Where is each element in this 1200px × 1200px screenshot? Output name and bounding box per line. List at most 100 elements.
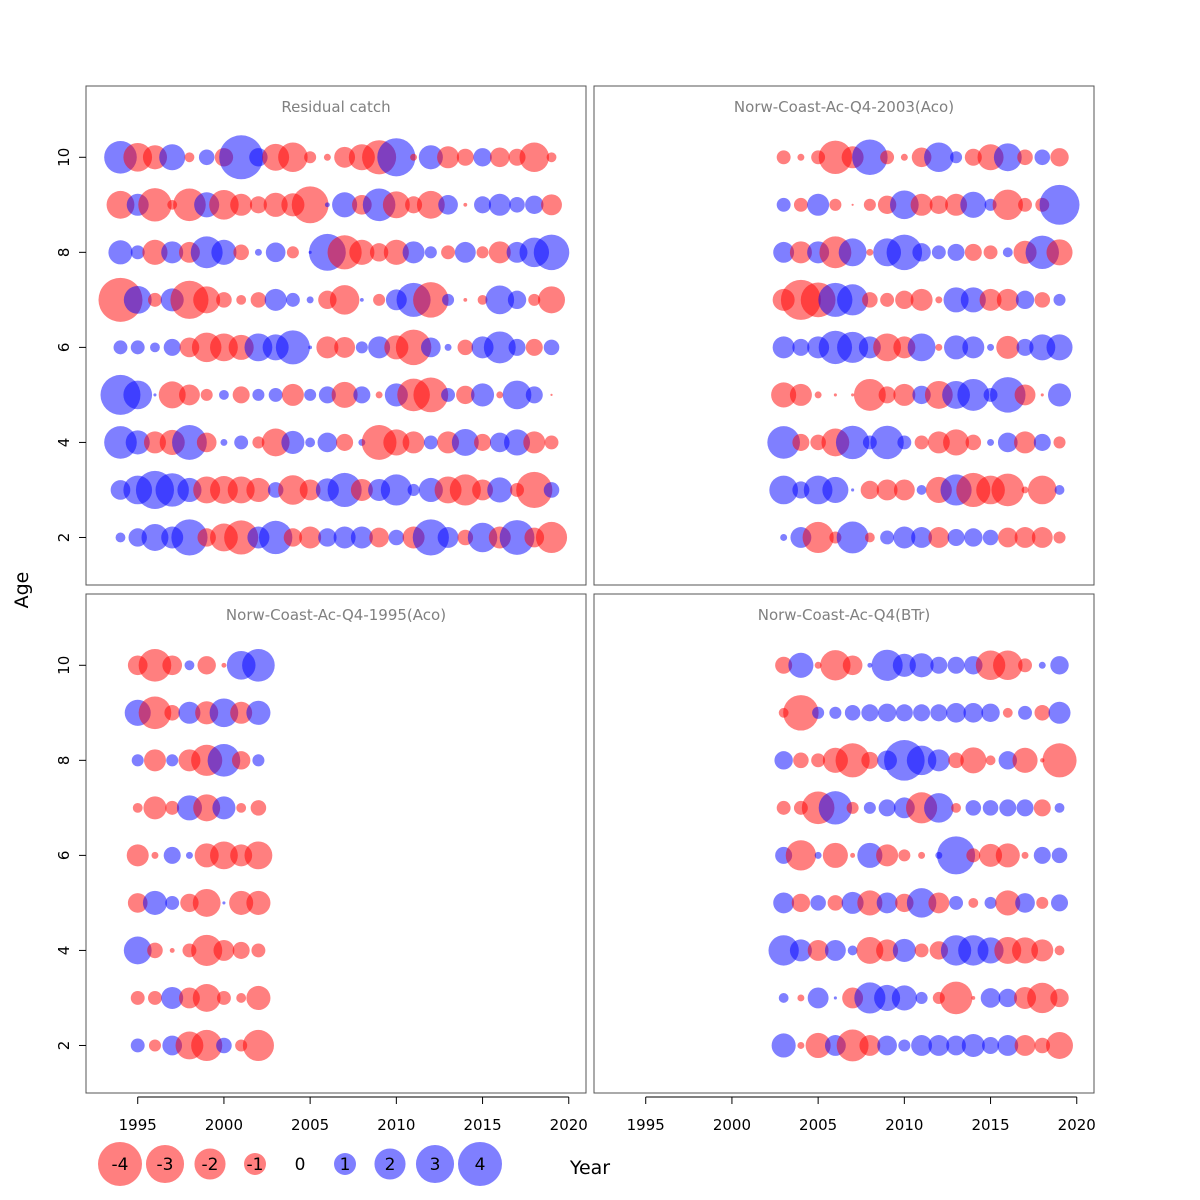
residual-bubble [323, 153, 331, 161]
residual-bubble [316, 336, 339, 359]
residual-bubble [463, 297, 468, 302]
residual-bubble [780, 533, 788, 541]
legend-bubble [458, 1142, 502, 1186]
residual-bubble [488, 193, 511, 216]
residual-bubble [1002, 707, 1013, 718]
residual-bubble [957, 378, 990, 411]
residual-bubble [246, 985, 271, 1011]
residual-bubble [499, 520, 535, 555]
residual-bubble [930, 656, 948, 674]
legend-label: -2 [202, 1155, 219, 1175]
residual-bubble [965, 800, 982, 816]
residual-bubble [546, 152, 557, 163]
panel-2: Norw-Coast-Ac-Q4-2003(Aco) [593, 85, 1095, 586]
residual-bubble [812, 706, 825, 719]
residual-bubble [829, 198, 842, 211]
residual-bubble [268, 387, 283, 402]
residual-bubble [318, 528, 337, 547]
residual-bubble [791, 893, 811, 913]
residual-bubble [143, 796, 167, 820]
residual-bubble [995, 843, 1020, 868]
y-tick-label: 10 [55, 656, 73, 675]
residual-bubble [252, 436, 265, 449]
residual-bubble [943, 287, 969, 313]
residual-bubble [456, 148, 474, 166]
residual-bubble [355, 341, 368, 354]
residual-bubble [308, 345, 313, 350]
residual-bubble [842, 655, 863, 676]
residual-bubble [947, 243, 965, 261]
residual-bubble [876, 892, 898, 914]
residual-bubble [1033, 799, 1051, 817]
residual-bubble [1031, 527, 1053, 548]
residual-bubble [165, 895, 180, 910]
residual-bubble [1014, 384, 1036, 406]
residual-bubble [382, 191, 410, 219]
residual-bubble [1018, 197, 1032, 212]
residual-bubble [814, 661, 822, 669]
residual-bubble [191, 934, 223, 966]
residual-bubble [915, 991, 928, 1004]
residual-bubble [252, 754, 265, 767]
residual-bubble [232, 386, 250, 404]
residual-bubble [232, 941, 250, 959]
residual-bubble [333, 526, 356, 549]
residual-bubble [148, 292, 162, 307]
residual-bubble [835, 743, 870, 778]
residual-bubble [115, 532, 126, 543]
residual-bubble [327, 472, 362, 507]
residual-bubble [150, 342, 160, 353]
residual-bubble [928, 892, 950, 914]
residual-bubble [236, 993, 247, 1003]
y-axis: 2 4 6 8 10 [55, 656, 86, 1050]
residual-bubble [866, 248, 874, 256]
residual-bubble [142, 239, 168, 265]
residual-bubble [971, 996, 976, 1000]
residual-bubble [814, 391, 822, 399]
residual-bubble [807, 987, 829, 1009]
residual-bubble [789, 241, 812, 264]
residual-bubble [423, 435, 438, 450]
residual-bubble [893, 479, 915, 501]
residual-bubble [895, 290, 914, 310]
residual-bubble [210, 841, 238, 870]
residual-bubble [147, 942, 163, 959]
legend-bubble [374, 1148, 406, 1180]
residual-bubble [142, 890, 168, 915]
residual-bubble [928, 1035, 950, 1056]
residual-bubble [525, 386, 543, 404]
residual-bubble [966, 848, 981, 863]
residual-bubble [944, 335, 969, 360]
residual-bubble [949, 895, 964, 910]
residual-bubble [910, 193, 933, 216]
residual-bubble [836, 1029, 869, 1062]
legend-bubble [334, 1153, 356, 1175]
residual-bubble [789, 939, 812, 962]
residual-bubble [939, 981, 973, 1015]
residual-bubble [227, 476, 255, 504]
residual-bubble [863, 198, 876, 211]
residual-bubble [281, 383, 304, 406]
x-tick-label: 2010 [377, 1116, 415, 1134]
residual-bubble [995, 890, 1021, 916]
residual-bubble [153, 393, 157, 397]
residual-bubble [1034, 1037, 1051, 1054]
residual-bubble [797, 994, 805, 1002]
residual-bubble [207, 744, 241, 777]
residual-bubble [130, 245, 145, 260]
y-axis: 2 4 6 8 10 [55, 148, 86, 542]
residual-bubble [768, 935, 799, 966]
residual-bubble [538, 286, 565, 314]
residual-bubble [336, 433, 354, 451]
residual-bubble [349, 239, 375, 265]
residual-bubble [776, 150, 791, 165]
residual-bubble [837, 284, 869, 316]
residual-bubble [907, 333, 936, 362]
legend-bubble [145, 1144, 185, 1184]
residual-bubble [960, 287, 986, 313]
residual-bubble [104, 426, 137, 459]
residual-bubble [1040, 393, 1044, 397]
residual-bubble [483, 331, 516, 364]
residual-bubble [230, 701, 253, 724]
residual-bubble [130, 340, 145, 355]
